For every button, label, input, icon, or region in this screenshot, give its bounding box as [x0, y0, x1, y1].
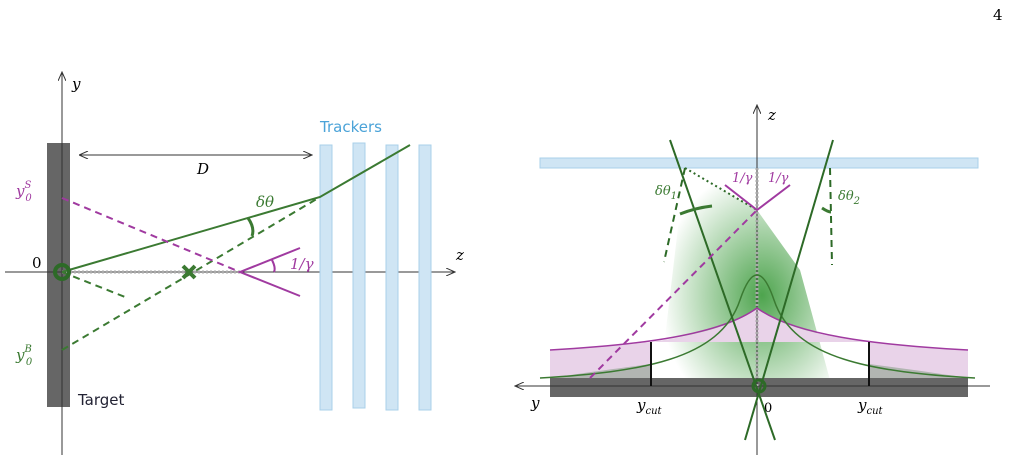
target-label: Target [77, 391, 125, 409]
track-1 [669, 139, 776, 441]
photon-track [589, 209, 758, 379]
target [47, 143, 70, 407]
signal-origin: yS 0 [15, 180, 32, 204]
background-origin: yB 0 [15, 344, 33, 368]
angle-arc [246, 217, 255, 237]
photon-track [61, 197, 241, 273]
angle-arc-1 [679, 204, 713, 216]
target-bar [550, 378, 968, 397]
trackers [319, 142, 432, 411]
dashed-1 [663, 167, 686, 263]
angle-2-label: δθ2 [838, 189, 860, 207]
origin-label: 0 [764, 401, 772, 416]
tracker-bar [539, 157, 979, 169]
angle-1-label: δθ1 [655, 184, 677, 202]
page-number: 4 [993, 6, 1003, 24]
cone [237, 247, 301, 297]
distance-label: D [196, 160, 209, 178]
angle-arc-2 [821, 206, 832, 214]
y-label: y [530, 394, 540, 412]
origin-marker [751, 378, 767, 394]
track-2 [744, 139, 834, 441]
z-label: z [767, 106, 776, 124]
purple-area [550, 308, 968, 378]
recoil-track [61, 271, 126, 298]
left-diagram: y z Trackers D yS 0 yB 0 δθ 0 1/γ Target [5, 72, 464, 455]
origin-label: 0 [32, 254, 42, 272]
cut-left-label: ycut [636, 396, 663, 417]
trackers-label: Trackers [319, 118, 382, 136]
right-diagram: z y 1/γ 1/γ δθ1 δθ2 ycut 0 ycut [515, 105, 990, 455]
dashed-2 [829, 167, 833, 266]
cone-label: 1/γ [290, 255, 314, 273]
cone [724, 184, 791, 212]
cone-arc [271, 259, 276, 273]
vertex-cross [181, 264, 197, 280]
background-curve [539, 274, 976, 379]
cone-left-label: 1/γ [732, 171, 753, 186]
origin-marker [53, 263, 71, 281]
cut-right-label: ycut [857, 396, 884, 417]
cone-right-label: 1/γ [768, 171, 789, 186]
y-label: y [71, 75, 81, 93]
signal-track [61, 144, 411, 273]
signal-curve [549, 307, 969, 351]
z-label: z [455, 246, 464, 264]
dotted-link [684, 167, 758, 211]
angle-label: δθ [256, 193, 274, 211]
